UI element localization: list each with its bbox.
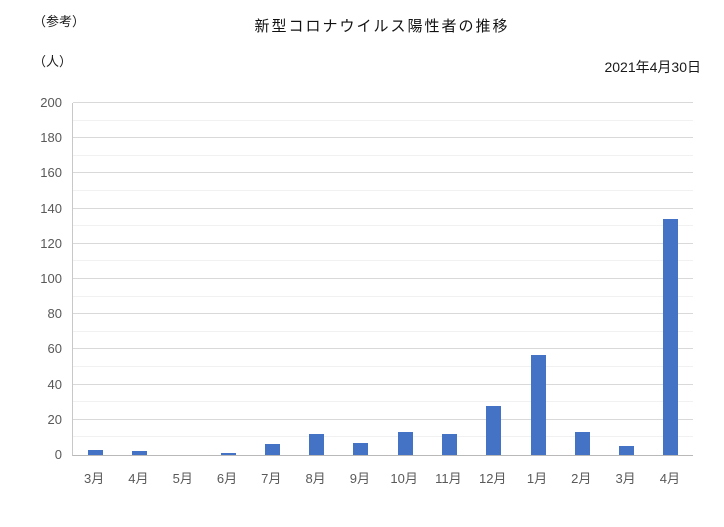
minor-gridline bbox=[73, 436, 693, 438]
y-tick-label: 140 bbox=[40, 200, 62, 216]
major-gridline bbox=[73, 383, 693, 385]
y-tick-label: 120 bbox=[40, 235, 62, 251]
x-tick-label: 4月 bbox=[128, 471, 149, 486]
x-tick-label: 3月 bbox=[84, 471, 105, 486]
y-tick-label: 60 bbox=[47, 341, 62, 357]
y-tick-label: 80 bbox=[47, 306, 62, 322]
minor-gridline bbox=[73, 260, 693, 262]
major-gridline bbox=[73, 137, 693, 139]
major-gridline bbox=[73, 313, 693, 315]
minor-gridline bbox=[73, 295, 693, 297]
major-gridline bbox=[73, 418, 693, 420]
major-gridline bbox=[73, 207, 693, 209]
x-tick-label: 11月 bbox=[435, 471, 462, 486]
x-tick-label: 1月 bbox=[526, 471, 548, 486]
minor-gridline bbox=[73, 225, 693, 227]
chart-title: 新型コロナウイルス陽性者の推移 bbox=[254, 18, 510, 35]
y-tick-label: 0 bbox=[54, 447, 62, 462]
reference-label: （参考） bbox=[33, 14, 86, 29]
minor-gridline bbox=[73, 330, 693, 332]
bar-14-4月 bbox=[663, 219, 679, 455]
y-tick-label: 200 bbox=[40, 95, 62, 110]
x-tick-label: 6月 bbox=[216, 471, 238, 486]
bar-12-2月 bbox=[574, 432, 590, 455]
bar-7-9月 bbox=[353, 442, 369, 455]
x-tick-label: 8月 bbox=[305, 471, 326, 486]
major-gridline bbox=[73, 242, 693, 244]
minor-gridline bbox=[73, 366, 693, 367]
bar-4-6月 bbox=[220, 453, 236, 455]
bar-11-1月 bbox=[530, 354, 546, 455]
major-gridline bbox=[73, 172, 693, 174]
date-label: 2021年4月30日 bbox=[604, 59, 701, 75]
bar-10-12月 bbox=[486, 405, 502, 455]
bar-2-4月 bbox=[131, 451, 147, 455]
x-tick-label: 10月 bbox=[390, 471, 418, 486]
y-tick-label: 180 bbox=[40, 130, 62, 146]
y-tick-label: 20 bbox=[47, 411, 62, 427]
y-tick-label: 160 bbox=[40, 165, 62, 181]
x-tick-label: 7月 bbox=[261, 471, 282, 486]
minor-gridline bbox=[73, 119, 693, 121]
bar-6-8月 bbox=[309, 433, 325, 455]
bar-8-10月 bbox=[397, 432, 413, 455]
major-gridline bbox=[73, 348, 693, 350]
y-axis-unit-label: （人） bbox=[33, 54, 73, 69]
x-tick-label: 3月 bbox=[615, 471, 636, 486]
minor-gridline bbox=[73, 154, 693, 156]
x-tick-label: 4月 bbox=[659, 471, 680, 486]
bar-1-3月 bbox=[87, 449, 103, 455]
bar-9-11月 bbox=[441, 433, 457, 455]
x-tick-label: 2月 bbox=[571, 471, 592, 486]
x-tick-label: 5月 bbox=[172, 471, 193, 486]
minor-gridline bbox=[73, 190, 693, 191]
x-tick-label: 12月 bbox=[478, 471, 507, 486]
minor-gridline bbox=[73, 401, 693, 403]
x-tick-label: 9月 bbox=[349, 471, 370, 486]
y-tick-label: 40 bbox=[47, 376, 62, 392]
major-gridline bbox=[73, 102, 693, 103]
bar-5-7月 bbox=[264, 444, 280, 455]
major-gridline bbox=[73, 278, 693, 279]
bar-13-3月 bbox=[619, 446, 635, 455]
plot-area bbox=[72, 102, 693, 456]
y-tick-label: 100 bbox=[40, 271, 62, 286]
